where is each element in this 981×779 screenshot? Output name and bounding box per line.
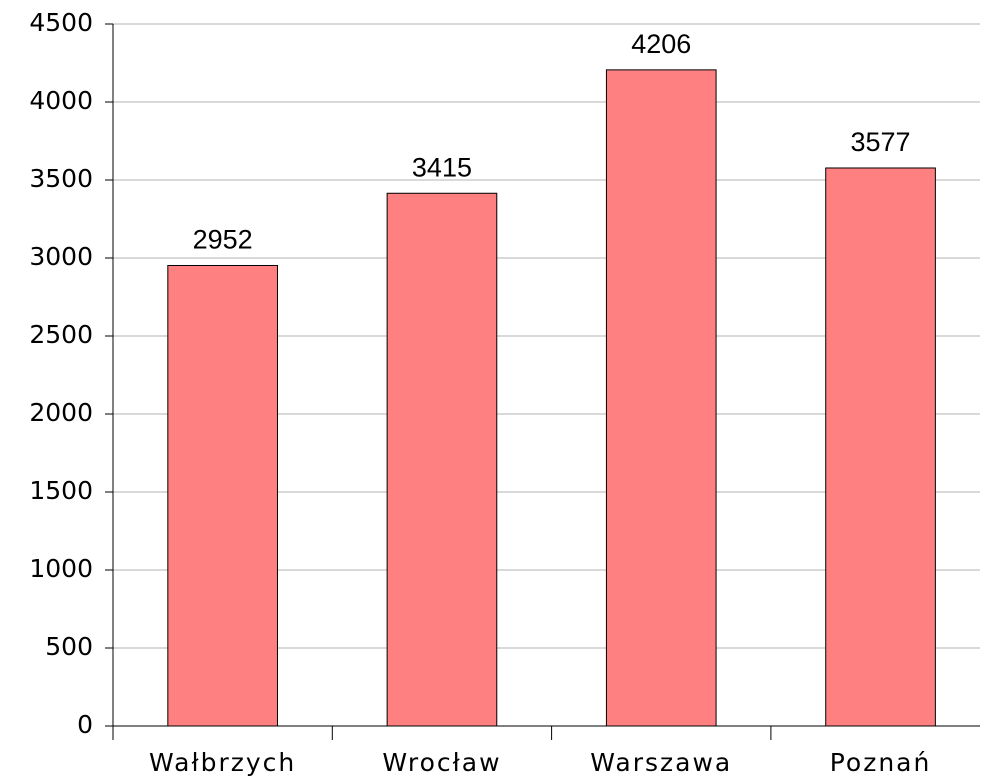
y-tick-label: 500 [45,632,93,661]
x-tick-label: Wałbrzych [149,748,296,777]
y-tick-label: 0 [77,710,93,739]
y-tick-label: 3000 [29,242,93,271]
x-tick-label: Poznań [830,748,932,777]
value-label: 2952 [193,225,253,255]
x-tick-label: Wrocław [382,748,501,777]
y-tick-label: 2000 [29,398,93,427]
bar [167,264,278,727]
bar [386,192,498,727]
bar [605,69,717,727]
y-tick-label: 2500 [29,320,93,349]
y-tick-label: 1500 [29,476,93,505]
bar [825,167,936,727]
y-tick-label: 1000 [29,554,93,583]
y-tick-label: 4500 [29,8,93,37]
value-label: 4206 [631,29,691,59]
y-tick-label: 3500 [29,164,93,193]
value-label: 3415 [412,152,472,182]
x-tick-label: Warszawa [590,748,732,777]
y-tick-label: 4000 [29,86,93,115]
value-label: 3577 [851,127,911,157]
